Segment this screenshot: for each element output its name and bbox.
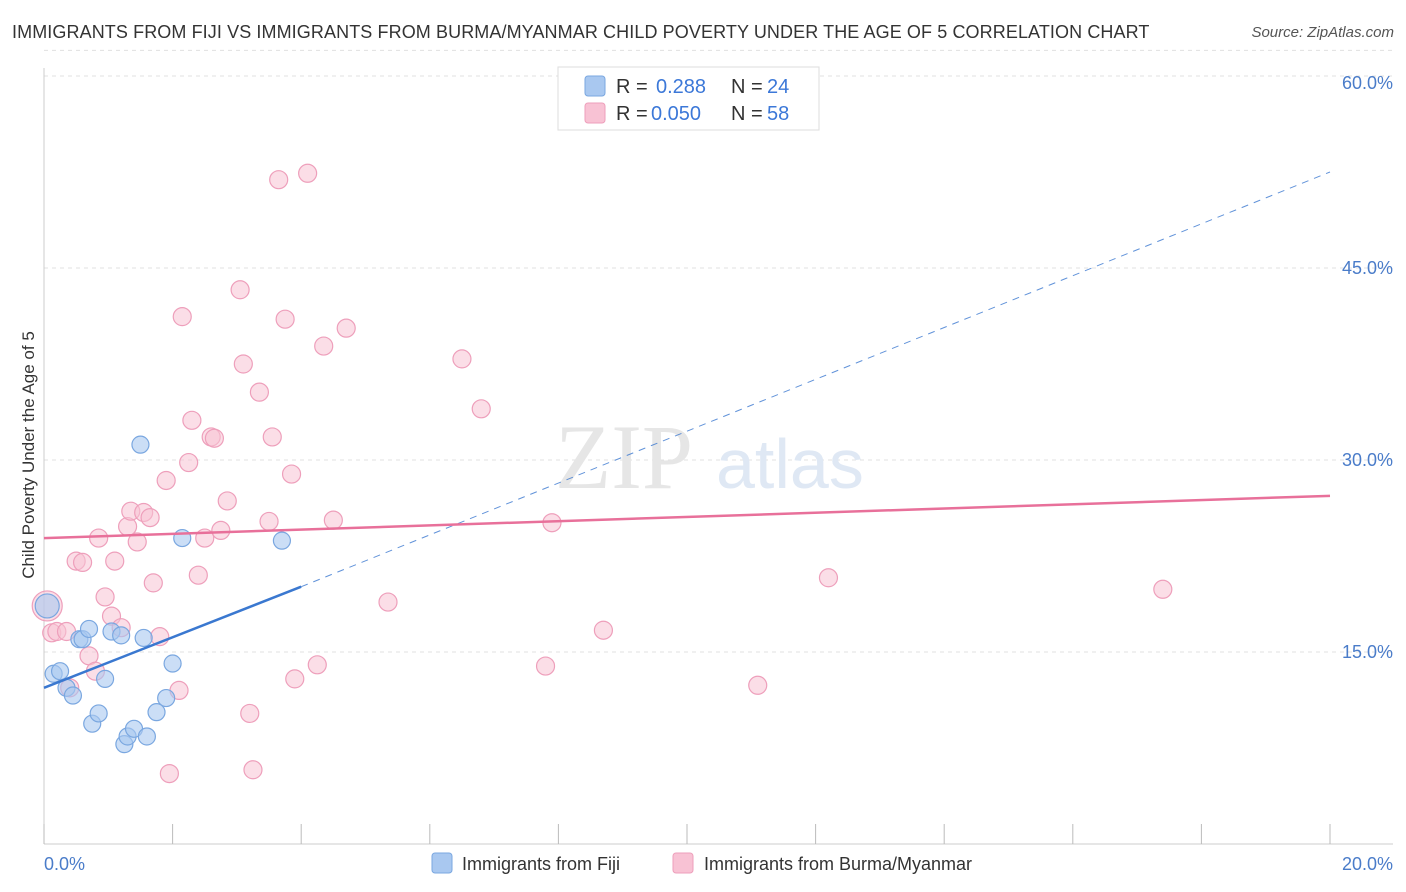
y-axis-label: Child Poverty Under the Age of 5 xyxy=(19,331,38,579)
legend-burma-n-label: N = xyxy=(731,103,763,125)
burma-point xyxy=(1153,579,1173,599)
source-label: Source: ZipAtlas.com xyxy=(1251,24,1394,41)
burma-point xyxy=(188,565,208,585)
burma-point xyxy=(72,552,93,573)
trend-lines xyxy=(43,171,1331,690)
burma-point xyxy=(159,763,179,784)
burma-point xyxy=(105,551,125,571)
burma-point xyxy=(818,568,839,588)
legend-burma-swatch xyxy=(584,102,606,124)
burma-point xyxy=(281,464,302,484)
burma-point xyxy=(259,511,279,532)
burma-point xyxy=(249,382,270,402)
legend-burma-r-label: R = xyxy=(616,103,648,125)
legend-box: R = 0.288 N = 24 R = 0.050 N = 58 xyxy=(557,66,820,131)
y-tick-label: 45.0% xyxy=(1342,258,1393,278)
legend-burma-n-value: 58 xyxy=(767,103,789,125)
fiji-point xyxy=(272,531,292,550)
fiji-point xyxy=(50,662,70,681)
fiji-point xyxy=(79,619,99,639)
bottom-legend-fiji-label: Immigrants from Fiji xyxy=(462,854,620,874)
fiji-points xyxy=(34,435,292,754)
fiji-point xyxy=(95,669,115,688)
burma-point xyxy=(172,307,192,327)
burma-point xyxy=(471,399,491,419)
legend-burma-r-value: 0.050 xyxy=(651,103,701,125)
burma-point xyxy=(269,170,289,190)
fiji-trend-extension xyxy=(301,171,1331,588)
y-tick-label: 15.0% xyxy=(1342,642,1393,662)
burma-point xyxy=(204,428,224,448)
y-tick-label: 30.0% xyxy=(1342,450,1393,470)
burma-point xyxy=(307,655,327,675)
burma-point xyxy=(452,349,472,369)
fiji-point xyxy=(163,654,182,673)
burma-point xyxy=(127,532,147,552)
grid-lines xyxy=(44,49,1393,653)
burma-point xyxy=(285,669,305,689)
y-tick-label: 60.0% xyxy=(1342,73,1393,93)
fiji-point xyxy=(34,593,60,619)
burma-point xyxy=(230,280,250,300)
fiji-point xyxy=(147,703,166,722)
bottom-legend: Immigrants from Fiji Immigrants from Bur… xyxy=(431,852,972,874)
burma-point xyxy=(182,410,202,430)
burma-point xyxy=(217,491,237,511)
chart-title: IMMIGRANTS FROM FIJI VS IMMIGRANTS FROM … xyxy=(12,22,1150,42)
x-tick-label-min: 0.0% xyxy=(44,854,85,874)
burma-point xyxy=(95,587,115,607)
burma-point xyxy=(336,318,356,338)
burma-point xyxy=(179,452,199,473)
fiji-point xyxy=(89,704,108,723)
burma-point xyxy=(593,620,614,640)
burma-point xyxy=(275,309,295,329)
burma-point xyxy=(298,163,318,183)
axes: 15.0% 30.0% 45.0% 60.0% xyxy=(43,68,1393,845)
legend-fiji-n-label: N = xyxy=(731,76,763,98)
burma-point xyxy=(748,675,768,695)
burma-point xyxy=(314,336,334,356)
fiji-point xyxy=(131,435,150,454)
burma-point xyxy=(378,592,398,612)
burma-point xyxy=(211,520,231,541)
burma-point xyxy=(89,528,109,548)
legend-fiji-swatch xyxy=(584,75,606,97)
burma-point xyxy=(535,656,556,676)
burma-point xyxy=(143,573,163,593)
bottom-legend-burma-label: Immigrants from Burma/Myanmar xyxy=(704,854,972,874)
fiji-point xyxy=(63,686,83,705)
bottom-legend-fiji-swatch xyxy=(431,852,453,874)
fiji-trend-line xyxy=(43,585,302,690)
legend-fiji-r-value: 0.288 xyxy=(656,76,706,98)
burma-point xyxy=(323,510,343,530)
legend-fiji-r-label: R = xyxy=(616,76,648,98)
burma-point xyxy=(156,470,176,491)
watermark-atlas: atlas xyxy=(716,425,864,503)
burma-point xyxy=(233,354,253,374)
legend-fiji-n-value: 24 xyxy=(767,76,789,98)
burma-point xyxy=(140,507,160,528)
bottom-legend-burma-swatch xyxy=(672,852,694,874)
burma-trend-line xyxy=(43,494,1331,540)
x-tick-label-max: 20.0% xyxy=(1342,854,1393,874)
fiji-point xyxy=(157,688,176,708)
fiji-point xyxy=(137,727,156,746)
watermark-zip: ZIP xyxy=(555,406,693,508)
burma-point xyxy=(243,760,263,780)
burma-point xyxy=(262,427,282,447)
fiji-point xyxy=(112,626,131,645)
fiji-point xyxy=(134,628,153,648)
burma-point xyxy=(240,703,260,724)
